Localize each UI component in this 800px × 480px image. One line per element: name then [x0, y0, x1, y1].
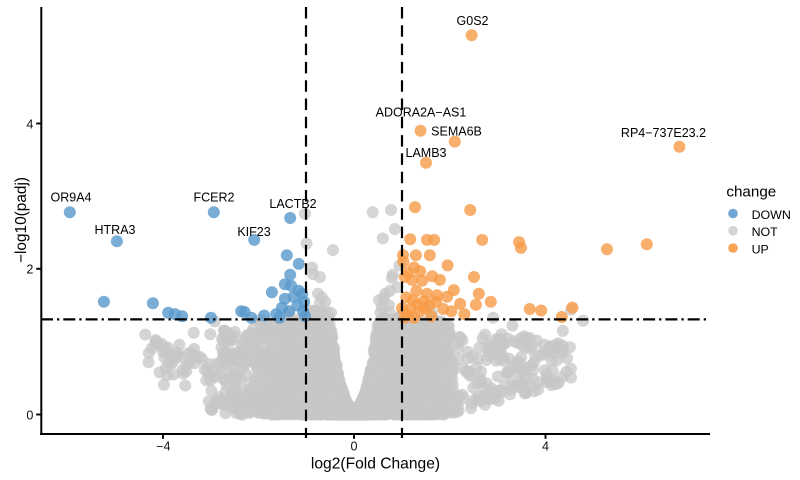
svg-text:4: 4 [542, 440, 549, 454]
svg-text:SEMA6B: SEMA6B [431, 124, 482, 138]
svg-text:KIF23: KIF23 [237, 225, 270, 239]
svg-text:change: change [726, 184, 776, 201]
svg-text:LACTB2: LACTB2 [269, 197, 316, 211]
svg-text:0: 0 [26, 408, 33, 422]
svg-text:HTRA3: HTRA3 [95, 223, 136, 237]
svg-text:DOWN: DOWN [752, 208, 791, 222]
svg-text:4: 4 [26, 117, 33, 131]
svg-text:NOT: NOT [752, 225, 779, 239]
svg-text:LAMB3: LAMB3 [406, 146, 447, 160]
svg-text:UP: UP [752, 242, 769, 256]
svg-text:ADORA2A−AS1: ADORA2A−AS1 [376, 105, 467, 119]
svg-text:FCER2: FCER2 [194, 190, 235, 204]
svg-text:OR9A4: OR9A4 [51, 190, 92, 204]
svg-text:−4: −4 [156, 440, 170, 454]
svg-text:RP4−737E23.2: RP4−737E23.2 [621, 126, 706, 140]
svg-text:−log10(padj): −log10(padj) [13, 177, 30, 263]
svg-text:0: 0 [350, 440, 357, 454]
svg-text:2: 2 [26, 263, 33, 277]
svg-text:G0S2: G0S2 [457, 14, 489, 28]
svg-text:log2(Fold Change): log2(Fold Change) [311, 456, 440, 473]
